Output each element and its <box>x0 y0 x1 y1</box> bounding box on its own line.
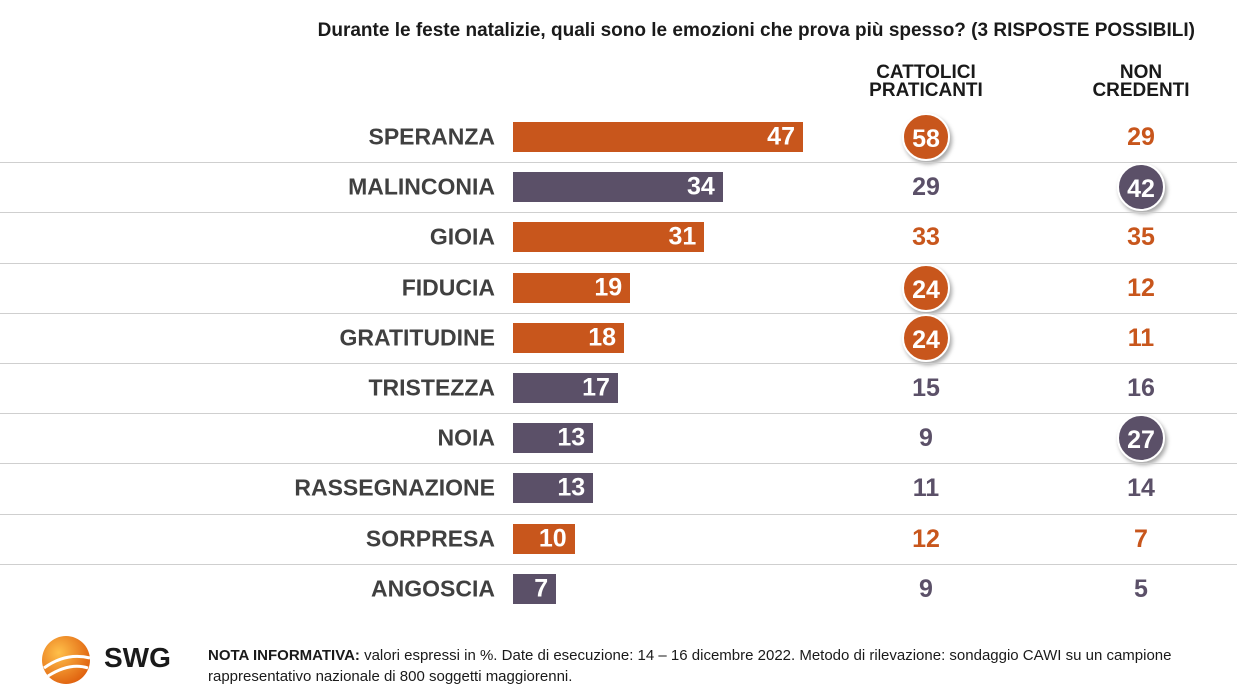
bar-value-label: 13 <box>557 473 586 502</box>
column-value: 29 <box>912 173 940 202</box>
column-value: 9 <box>919 574 933 603</box>
row-separator <box>0 362 1237 364</box>
column-value: 12 <box>1127 273 1155 302</box>
bar-value-label: 7 <box>534 574 549 603</box>
footnote-text: valori espressi in %. Date di esecuzione… <box>208 647 1172 685</box>
category-label: MALINCONIA <box>348 173 495 200</box>
category-label: NOIA <box>437 424 496 451</box>
category-label: GRATITUDINE <box>339 324 495 351</box>
bar-value-label: 17 <box>582 373 610 402</box>
logo-text: SWG <box>104 642 171 673</box>
bar <box>513 222 705 253</box>
column-value: 33 <box>912 223 940 252</box>
column-value: 9 <box>919 424 933 453</box>
bar-value-label: 18 <box>588 323 617 352</box>
category-label: SPERANZA <box>368 123 495 150</box>
footnote-label: NOTA INFORMATIVA: <box>208 647 360 664</box>
category-label: SORPRESA <box>365 525 495 552</box>
column-value: 35 <box>1127 223 1155 252</box>
row-separator <box>0 413 1237 415</box>
category-label: FIDUCIA <box>401 274 495 301</box>
footnote: NOTA INFORMATIVA: valori espressi in %. … <box>208 645 1198 687</box>
highlighted-value: 27 <box>1117 414 1165 463</box>
bar-value-label: 19 <box>594 273 623 302</box>
category-label: GIOIA <box>429 223 495 250</box>
row-separator <box>0 312 1237 314</box>
row-separator <box>0 463 1237 465</box>
bar-value-label: 34 <box>686 172 715 201</box>
bar <box>513 172 723 203</box>
column-header: NON CREDENTI <box>1092 62 1190 101</box>
column-value: 11 <box>912 474 940 503</box>
category-label: TRISTEZZA <box>368 374 496 401</box>
bar <box>513 122 803 152</box>
chart-title: Durante le feste natalizie, quali sono l… <box>317 20 1195 41</box>
row-separator <box>0 563 1237 565</box>
bar <box>513 523 575 554</box>
row-separator <box>0 513 1237 515</box>
bar-value-label: 13 <box>557 423 586 452</box>
column-value: 11 <box>1127 323 1155 352</box>
category-label: RASSEGNAZIONE <box>294 474 495 501</box>
bar <box>513 423 594 454</box>
row-separator <box>0 162 1237 164</box>
bar-value-label: 47 <box>767 122 795 151</box>
bar <box>513 322 625 353</box>
column-value: 29 <box>1127 123 1155 151</box>
column-value: 12 <box>912 524 940 553</box>
column-value: 5 <box>1134 574 1148 603</box>
highlighted-value: 24 <box>902 263 950 312</box>
column-value: 7 <box>1134 524 1148 553</box>
highlighted-value: 42 <box>1117 163 1165 212</box>
bar-value-label: 10 <box>538 524 567 553</box>
bar-value-label: 31 <box>668 222 697 251</box>
bar <box>513 272 631 303</box>
bar <box>513 473 594 504</box>
column-value: 14 <box>1127 474 1155 503</box>
column-value: 16 <box>1127 374 1155 402</box>
column-header: CATTOLICI PRATICANTI <box>869 62 983 101</box>
column-value: 15 <box>912 374 940 402</box>
logo-icon <box>42 636 91 684</box>
bar <box>513 573 557 604</box>
category-label: ANGOSCIA <box>371 575 495 602</box>
row-separator <box>0 262 1237 264</box>
highlighted-value: 58 <box>902 113 950 161</box>
row-separator <box>0 212 1237 214</box>
bar <box>513 373 618 403</box>
highlighted-value: 24 <box>902 313 950 362</box>
